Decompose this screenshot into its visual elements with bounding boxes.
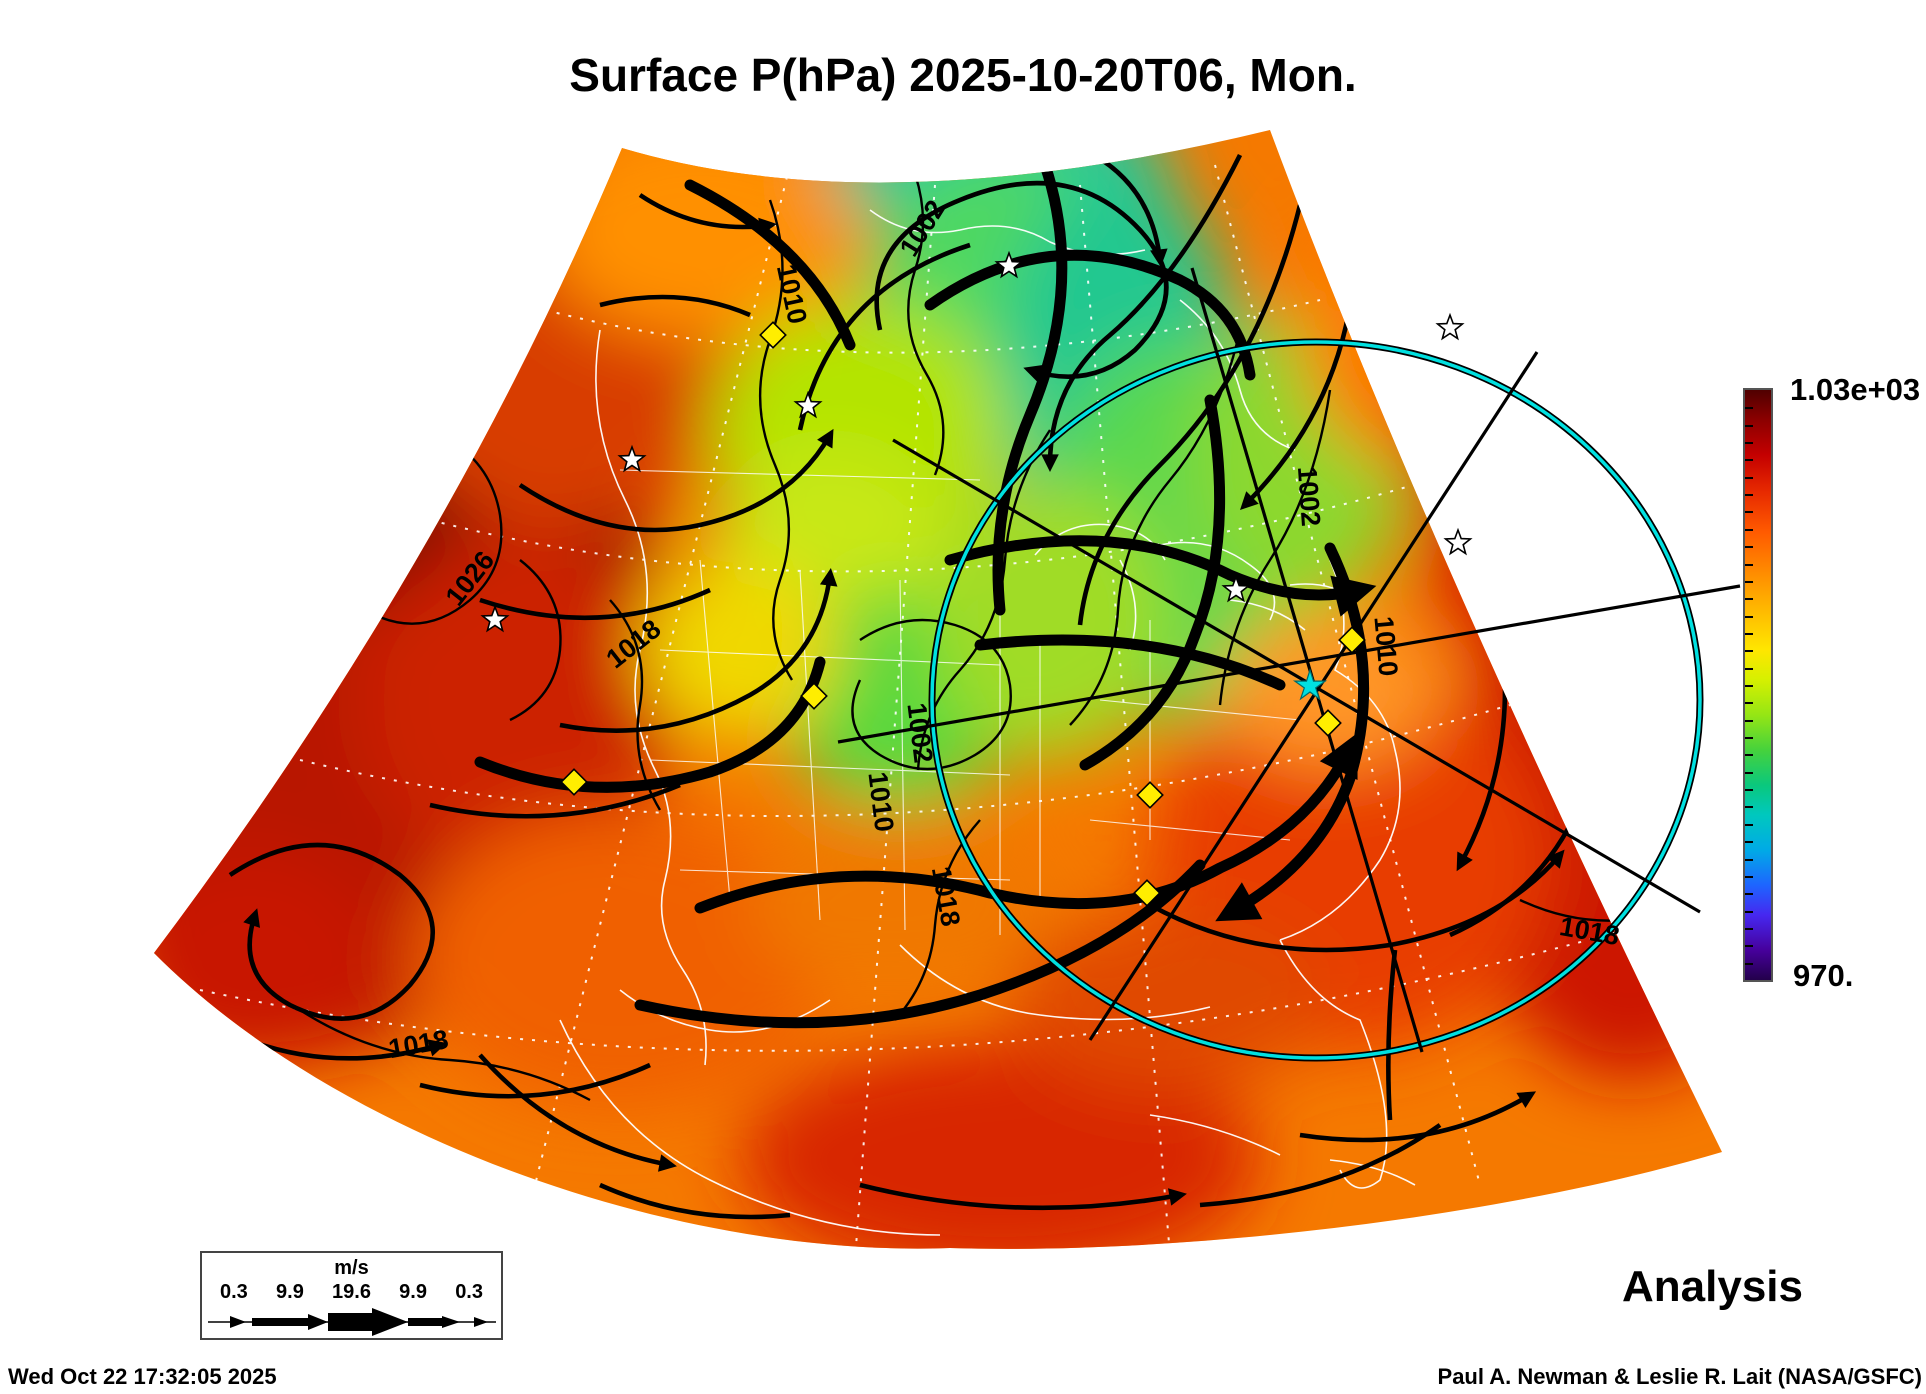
city-star-marker (1443, 527, 1473, 556)
credit-text: Paul A. Newman & Leslie R. Lait (NASA/GS… (1437, 1364, 1922, 1389)
colorbar-tick (1745, 702, 1753, 705)
wind-arrow-glyph (208, 1308, 496, 1336)
colorbar-tick (1745, 910, 1753, 913)
colorbar-tick (1745, 459, 1753, 462)
colorbar-tick (1745, 719, 1753, 722)
colorbar-tick (1745, 424, 1753, 427)
colorbar-tick (1745, 789, 1753, 792)
city-star-marker (994, 250, 1024, 279)
colorbar-tick (1745, 667, 1753, 670)
station-diamond-marker (1133, 879, 1161, 907)
city-star-marker (1221, 574, 1251, 603)
wind-legend-value: 0.3 (220, 1281, 248, 1303)
colorbar-tick (1745, 771, 1753, 774)
contour-label: 1010 (1368, 615, 1403, 677)
colorbar-tick (1745, 580, 1753, 583)
colorbar-tick (1745, 407, 1753, 410)
wind-legend-unit: m/s (334, 1257, 369, 1279)
city-star-marker (793, 390, 823, 419)
colorbar-tick (1745, 927, 1753, 930)
colorbar-tick (1745, 632, 1753, 635)
colorbar-max-label: 1.03e+03 (1790, 372, 1921, 407)
colorbar-tick (1745, 650, 1753, 653)
city-star-marker (1435, 312, 1465, 341)
station-diamond-marker (1314, 709, 1342, 737)
colorbar-tick (1745, 685, 1753, 687)
wind-legend-value: 9.9 (276, 1281, 304, 1303)
colorbar-tick (1745, 615, 1753, 618)
contour-label: 1002 (1292, 465, 1326, 527)
colorbar-tick (1745, 737, 1753, 740)
range-circle (928, 338, 1704, 1062)
colorbar-tick (1745, 875, 1753, 878)
contour-label: 1010 (862, 770, 899, 833)
map-title: Surface P(hPa) 2025-10-20T06, Mon. (569, 49, 1357, 101)
cross-section-lines (837, 267, 1741, 1053)
colorbar-tick (1745, 476, 1753, 479)
city-star-marker (617, 444, 647, 473)
colorbar-tick (1745, 858, 1753, 861)
colorbar-tick (1745, 528, 1753, 531)
colorbar-tick (1745, 754, 1753, 757)
analysis-label: Analysis (1622, 1262, 1803, 1311)
colorbar-tick (1745, 945, 1753, 948)
colorbar-tick (1745, 494, 1753, 497)
station-diamond-marker (1136, 781, 1164, 809)
station-diamond-marker (759, 321, 787, 349)
colorbar-tick (1745, 511, 1753, 514)
contour-label: 1002 (901, 701, 938, 764)
colorbar-min-label: 970. (1793, 958, 1854, 993)
colorbar-tick (1745, 563, 1753, 566)
colorbar-tick (1745, 841, 1753, 844)
generation-timestamp: Wed Oct 22 17:32:05 2025 (8, 1364, 277, 1389)
wind-legend-value: 9.9 (399, 1281, 427, 1303)
wind-legend-values: 0.3 9.9 19.6 9.9 0.3 (202, 1281, 501, 1304)
colorbar-tick (1745, 442, 1753, 445)
pressure-field (154, 130, 1722, 1249)
station-diamond-marker (560, 768, 588, 796)
colorbar-tick (1745, 823, 1753, 826)
colorbar-tick (1745, 806, 1753, 809)
colorbar-tick (1745, 893, 1753, 896)
colorbar-tick (1745, 546, 1753, 549)
colorbar-tick (1745, 962, 1753, 965)
station-diamond-marker (800, 682, 828, 710)
colorbar-tick (1745, 598, 1753, 601)
wind-speed-legend: m/s 0.3 9.9 19.6 9.9 0.3 (200, 1251, 503, 1340)
pressure-colorbar (1743, 388, 1773, 982)
station-diamond-marker (1338, 626, 1366, 654)
city-star-marker (480, 604, 510, 633)
wind-legend-value: 19.6 (332, 1281, 371, 1303)
section-center-star (1292, 668, 1328, 701)
wind-legend-value: 0.3 (455, 1281, 483, 1303)
wind-streamlines (178, 137, 1584, 1220)
